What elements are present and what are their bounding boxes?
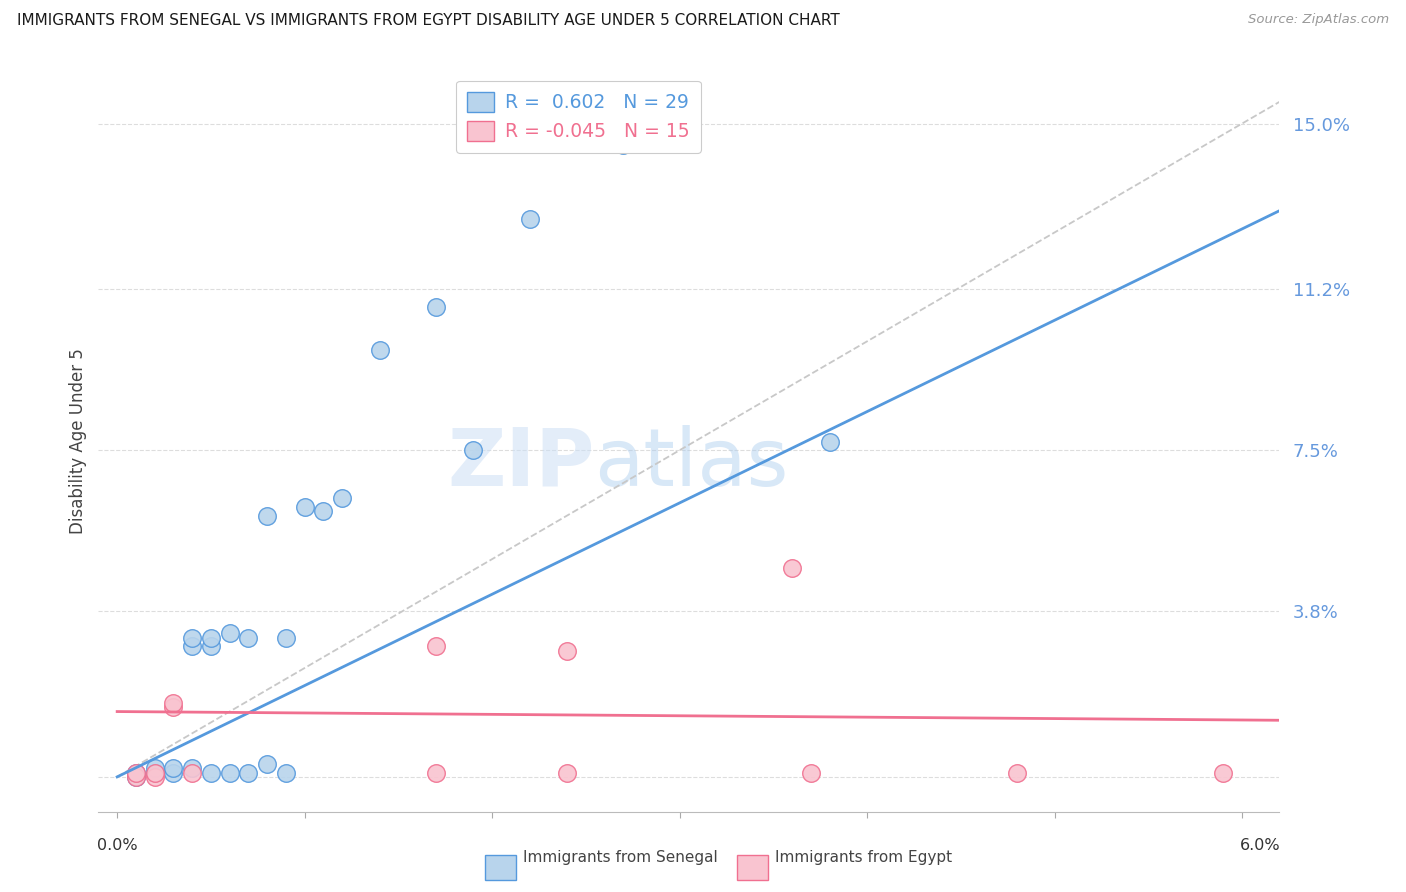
Point <box>425 300 447 314</box>
Point <box>181 761 204 775</box>
Point <box>519 212 541 227</box>
Point <box>143 765 166 780</box>
Point <box>162 700 184 714</box>
Point <box>143 770 166 784</box>
Point <box>1005 765 1028 780</box>
Point <box>218 626 240 640</box>
Text: Immigrants from Egypt: Immigrants from Egypt <box>775 850 952 865</box>
Legend: R =  0.602   N = 29, R = -0.045   N = 15: R = 0.602 N = 29, R = -0.045 N = 15 <box>456 81 700 153</box>
Text: ZIP: ZIP <box>447 425 595 503</box>
Point <box>425 765 447 780</box>
Point <box>200 639 222 653</box>
Point <box>294 500 316 514</box>
Point <box>368 343 391 357</box>
Y-axis label: Disability Age Under 5: Disability Age Under 5 <box>69 349 87 534</box>
Point <box>818 434 841 449</box>
Point <box>162 761 184 775</box>
Point <box>330 491 353 505</box>
Point <box>256 756 278 771</box>
Point <box>780 561 803 575</box>
Point <box>555 765 578 780</box>
Point <box>125 770 148 784</box>
Point <box>125 770 148 784</box>
Point <box>463 443 485 458</box>
Point <box>162 765 184 780</box>
Point <box>200 765 222 780</box>
Point <box>162 696 184 710</box>
Point <box>181 639 204 653</box>
Text: Immigrants from Senegal: Immigrants from Senegal <box>523 850 718 865</box>
Point <box>274 765 297 780</box>
Point <box>200 631 222 645</box>
Point <box>612 138 634 153</box>
Point <box>125 765 148 780</box>
Text: atlas: atlas <box>595 425 789 503</box>
Point <box>218 765 240 780</box>
Point <box>181 765 204 780</box>
Point <box>1212 765 1234 780</box>
Point <box>238 765 260 780</box>
Point <box>143 761 166 775</box>
Point <box>238 631 260 645</box>
Point <box>800 765 823 780</box>
Text: Source: ZipAtlas.com: Source: ZipAtlas.com <box>1249 13 1389 27</box>
Point <box>312 504 335 518</box>
Point <box>143 765 166 780</box>
Point <box>555 643 578 657</box>
Point <box>125 765 148 780</box>
Text: IMMIGRANTS FROM SENEGAL VS IMMIGRANTS FROM EGYPT DISABILITY AGE UNDER 5 CORRELAT: IMMIGRANTS FROM SENEGAL VS IMMIGRANTS FR… <box>17 13 839 29</box>
Point <box>256 508 278 523</box>
Text: 6.0%: 6.0% <box>1240 838 1281 853</box>
Point <box>425 639 447 653</box>
Point <box>274 631 297 645</box>
Text: 0.0%: 0.0% <box>97 838 138 853</box>
Point <box>181 631 204 645</box>
